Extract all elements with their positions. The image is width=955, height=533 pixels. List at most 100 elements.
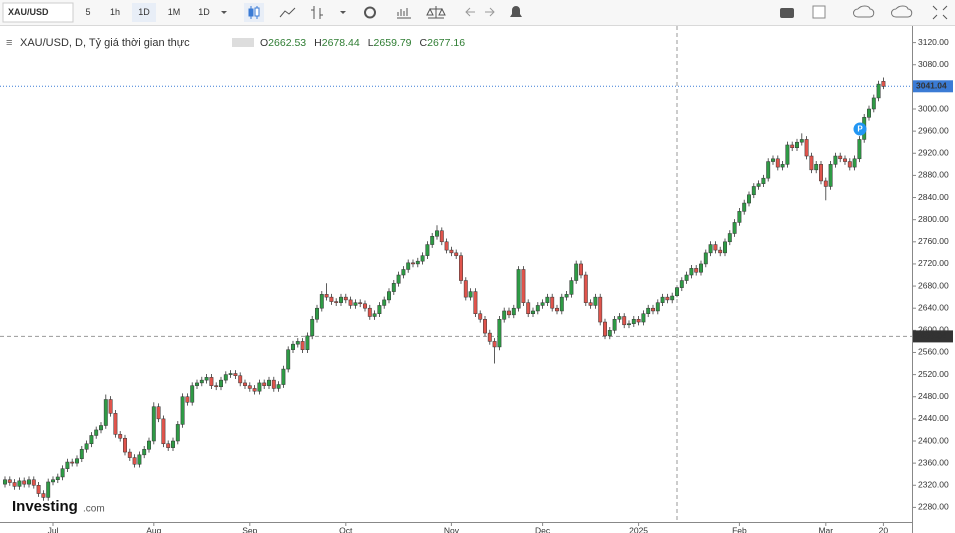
candle-body: [809, 155, 814, 171]
bar-icon[interactable]: [311, 6, 323, 19]
color-icon[interactable]: [812, 5, 826, 19]
candle-body: [286, 349, 291, 370]
candle-body: [271, 379, 276, 389]
candle-body: [679, 280, 684, 288]
candle-body: [603, 321, 607, 337]
y-tick-label: 2480.00: [918, 391, 949, 401]
settings-icon[interactable]: [364, 6, 376, 19]
candle-body: [660, 296, 665, 303]
interval-button[interactable]: 1D: [138, 7, 150, 17]
ohlc-legend: O2662.53 H2678.44 L2659.79 C2677.16: [232, 37, 465, 49]
candle-body: [31, 479, 36, 486]
event-marker[interactable]: [853, 122, 867, 136]
candle-body: [51, 479, 55, 483]
compare-icon[interactable]: [426, 6, 446, 19]
candle-body: [252, 388, 257, 392]
candle-body: [262, 382, 267, 386]
candle-body: [300, 341, 305, 350]
candle-icon: [248, 6, 260, 19]
candle-type-button[interactable]: [244, 3, 264, 22]
candle-body: [795, 141, 799, 148]
cloud-load-icon[interactable]: [891, 5, 913, 18]
indicators-icon[interactable]: [397, 8, 411, 19]
x-tick-label: 2025: [629, 525, 648, 533]
line-icon[interactable]: [279, 7, 296, 18]
candle-body: [70, 461, 75, 464]
candle-body: [540, 302, 545, 306]
candle-body: [550, 296, 555, 309]
candle-body: [377, 305, 382, 314]
candle-body: [627, 323, 631, 326]
candle-body: [391, 283, 396, 292]
crosshair-price-label: 2589.04: [916, 331, 947, 341]
redo-icon[interactable]: [485, 7, 495, 17]
candle-body: [387, 291, 391, 301]
candle-body: [607, 330, 612, 337]
chart-title: XAU/USD, D, Tỷ giá thời gian thực: [20, 37, 190, 49]
candle-body: [833, 155, 838, 165]
candle-body: [823, 180, 828, 187]
candle-body: [775, 158, 780, 168]
candle-body: [689, 268, 694, 276]
candle-body: [84, 443, 89, 450]
dropdown-arrow[interactable]: [221, 11, 227, 14]
x-tick-label: Aug: [146, 525, 161, 533]
fullscreen-icon[interactable]: [932, 5, 948, 20]
candle-body: [367, 307, 372, 317]
candle-body: [756, 183, 761, 187]
candle-body: [243, 382, 247, 386]
legend-toggle[interactable]: ≡: [6, 37, 12, 49]
y-tick-label: 2960.00: [918, 125, 949, 135]
candle-body: [852, 158, 857, 168]
interval-button[interactable]: 1M: [168, 7, 181, 17]
ohlc-item: H2678.44: [314, 37, 360, 49]
candle-body: [267, 379, 271, 386]
dropdown-arrow[interactable]: [340, 11, 346, 14]
interval-button[interactable]: 1h: [110, 7, 120, 17]
cloud-save-icon[interactable]: [853, 5, 875, 18]
candle-body: [219, 379, 223, 388]
candle-body: [881, 81, 886, 87]
candle-body: [89, 435, 94, 445]
candle-body: [703, 252, 708, 265]
legend-buttons: [232, 38, 254, 47]
candle-body: [521, 269, 526, 303]
candle-body: [555, 307, 559, 312]
candle-body: [742, 202, 747, 212]
candle-body: [569, 280, 574, 295]
candle-body: [396, 274, 401, 284]
candle-body: [281, 368, 286, 385]
symbol-box[interactable]: [2, 2, 74, 23]
candle-body: [60, 468, 65, 478]
alert-icon[interactable]: [510, 6, 522, 17]
candle-body: [684, 274, 689, 281]
candle-body: [497, 319, 502, 348]
candle-body: [238, 375, 243, 384]
interval-button[interactable]: 1D: [198, 7, 210, 17]
candle-body: [559, 296, 564, 312]
candle-body: [737, 211, 742, 223]
candle-body: [22, 480, 27, 485]
candle-body: [804, 139, 809, 157]
candle-body: [334, 301, 339, 303]
candle-body: [444, 241, 449, 251]
candle-body: [526, 302, 531, 314]
y-tick-label: 2280.00: [918, 502, 949, 512]
candle-body: [502, 310, 507, 320]
screenshot-icon[interactable]: [780, 8, 794, 18]
symbol[interactable]: XAU/USD: [8, 7, 49, 17]
interval-button[interactable]: 5: [85, 7, 90, 17]
candle-body: [838, 155, 843, 160]
candle-body: [55, 476, 60, 480]
undo-icon[interactable]: [465, 7, 475, 17]
candle-body: [483, 319, 487, 334]
candle-body: [651, 307, 655, 312]
candle-body: [871, 97, 876, 110]
x-tick-label: 20: [879, 525, 889, 533]
candle-body: [675, 287, 679, 296]
ohlc-value: 2677.16: [427, 37, 465, 49]
candle-body: [166, 443, 171, 448]
candle-body: [190, 385, 195, 403]
